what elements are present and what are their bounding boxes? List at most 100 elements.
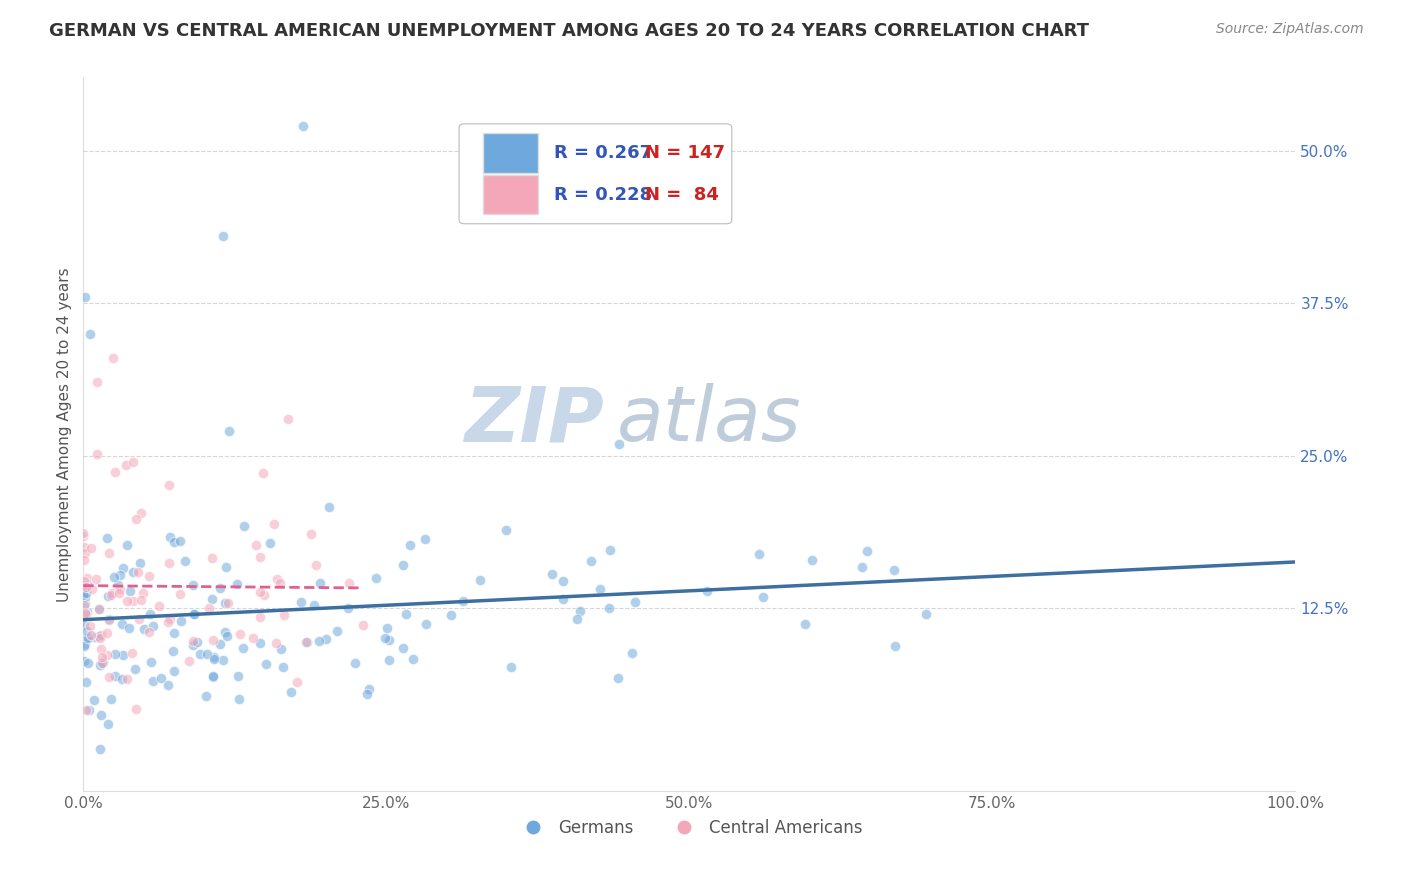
Germans xyxy=(541,567,564,582)
Central Americans xyxy=(84,572,107,586)
Central Americans xyxy=(73,577,96,591)
Germans xyxy=(169,533,191,548)
Germans xyxy=(202,652,225,666)
Germans xyxy=(883,563,905,577)
Germans xyxy=(104,647,127,661)
Text: GERMAN VS CENTRAL AMERICAN UNEMPLOYMENT AMONG AGES 20 TO 24 YEARS CORRELATION CH: GERMAN VS CENTRAL AMERICAN UNEMPLOYMENT … xyxy=(49,22,1090,40)
Germans xyxy=(157,678,180,692)
Central Americans xyxy=(91,649,114,664)
Central Americans xyxy=(110,582,132,596)
Germans xyxy=(228,669,250,683)
Central Americans xyxy=(229,626,252,640)
Germans xyxy=(589,582,612,597)
Germans xyxy=(202,670,225,684)
Text: ZIP: ZIP xyxy=(465,383,605,457)
Germans xyxy=(308,576,330,591)
Central Americans xyxy=(198,601,221,615)
Germans xyxy=(226,577,249,591)
Germans xyxy=(357,681,380,696)
Germans xyxy=(90,708,112,723)
Germans xyxy=(75,631,97,645)
Germans xyxy=(291,120,314,134)
FancyBboxPatch shape xyxy=(484,175,538,214)
Germans xyxy=(149,671,172,685)
Germans xyxy=(233,518,256,533)
Germans xyxy=(173,554,195,568)
Germans xyxy=(76,578,98,592)
Germans xyxy=(609,436,631,450)
Germans xyxy=(111,672,134,686)
Central Americans xyxy=(96,626,118,640)
Germans xyxy=(343,657,366,671)
Central Americans xyxy=(73,553,96,567)
Central Americans xyxy=(80,628,103,642)
Germans xyxy=(598,601,620,615)
Central Americans xyxy=(157,615,180,629)
Germans xyxy=(375,621,398,635)
Germans xyxy=(97,717,120,731)
Germans xyxy=(565,611,588,625)
Germans xyxy=(413,532,436,546)
Germans xyxy=(218,425,240,439)
Germans xyxy=(568,603,591,617)
Central Americans xyxy=(159,612,181,626)
Legend: Germans, Central Americans: Germans, Central Americans xyxy=(510,813,869,844)
Germans xyxy=(97,589,120,603)
Germans xyxy=(399,538,422,552)
Germans xyxy=(183,607,205,621)
Germans xyxy=(107,578,129,592)
Germans xyxy=(315,632,337,647)
Germans xyxy=(181,578,204,592)
Central Americans xyxy=(101,351,124,365)
Germans xyxy=(249,636,271,650)
Germans xyxy=(104,669,127,683)
Germans xyxy=(794,617,817,632)
Germans xyxy=(851,560,873,574)
Germans xyxy=(201,591,224,606)
Germans xyxy=(79,326,101,341)
Central Americans xyxy=(86,447,108,461)
Central Americans xyxy=(72,598,94,612)
Germans xyxy=(120,584,142,599)
Germans xyxy=(111,560,134,574)
FancyBboxPatch shape xyxy=(484,134,538,173)
FancyBboxPatch shape xyxy=(460,124,731,224)
Germans xyxy=(89,658,111,673)
Central Americans xyxy=(295,635,318,649)
Central Americans xyxy=(72,529,94,543)
Germans xyxy=(159,530,181,544)
Germans xyxy=(318,500,340,514)
Germans xyxy=(163,625,186,640)
Central Americans xyxy=(148,599,170,614)
Germans xyxy=(856,543,879,558)
Germans xyxy=(280,685,302,699)
Germans xyxy=(259,535,281,549)
Germans xyxy=(273,659,295,673)
Central Americans xyxy=(108,586,131,600)
Central Americans xyxy=(122,594,145,608)
Central Americans xyxy=(101,586,124,600)
Germans xyxy=(195,648,218,662)
Germans xyxy=(214,596,236,610)
Central Americans xyxy=(72,574,94,589)
Central Americans xyxy=(337,575,360,590)
Central Americans xyxy=(121,646,143,660)
Y-axis label: Unemployment Among Ages 20 to 24 years: Unemployment Among Ages 20 to 24 years xyxy=(58,267,72,602)
Germans xyxy=(170,614,193,628)
Germans xyxy=(302,599,325,613)
Germans xyxy=(499,660,522,674)
Germans xyxy=(96,531,118,545)
Central Americans xyxy=(91,657,114,671)
Germans xyxy=(215,629,238,643)
Germans xyxy=(73,617,96,632)
Germans xyxy=(134,622,156,636)
Germans xyxy=(214,624,236,639)
Central Americans xyxy=(96,648,118,662)
Central Americans xyxy=(201,550,224,565)
Germans xyxy=(392,558,415,573)
Germans xyxy=(208,581,231,595)
Central Americans xyxy=(86,376,108,390)
Germans xyxy=(748,547,770,561)
Central Americans xyxy=(75,546,97,560)
Germans xyxy=(440,608,463,623)
